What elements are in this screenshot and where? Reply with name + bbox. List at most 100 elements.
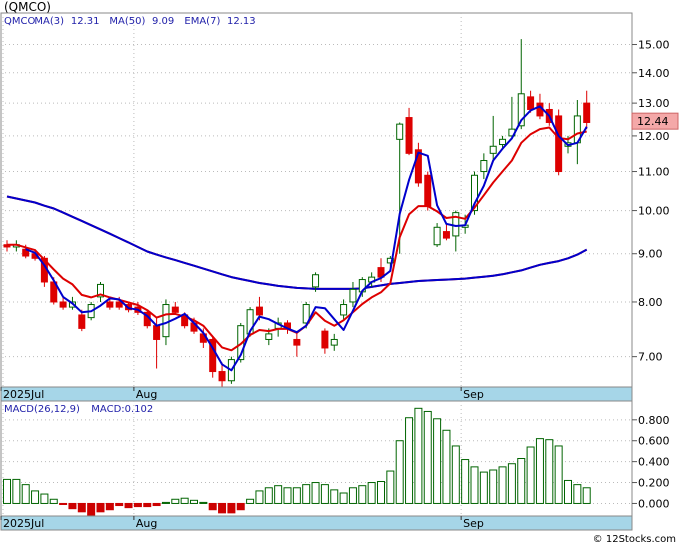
price-legend: QMCO MA(3) 12.31 MA(50) 9.09 EMA(7) 12.13 [4,16,256,27]
macd-bar [255,490,264,504]
candle [97,281,104,302]
candle-body [414,149,422,184]
price-tag: 12.44 [631,112,679,130]
macd-bar [115,502,124,507]
macd-bar [377,481,385,504]
legend-value: 12.13 [227,16,256,27]
candle-body [452,212,460,237]
macd-bar [451,445,460,504]
macd-bar [367,482,376,504]
price-y-axis: 7.00 8.00 9.00 10.00 11.00 12.00 13.00 14.00 15.… [632,39,670,364]
candle [312,272,320,292]
date-tick-label: 2025Jul [3,517,44,530]
macd-bar [498,466,507,504]
candle-body [517,93,525,127]
price-tick-label: 12.00 [638,130,670,143]
macd-bar [311,482,320,504]
macd-bar [77,502,86,513]
macd-bar [582,487,591,504]
candle-body [555,115,563,173]
macd-bar [21,484,30,504]
price-x-axis: 2025JulAugSepOct [0,387,484,401]
price-tick-label: 7.00 [638,351,663,364]
legend-label: QMCO [4,16,35,27]
candle-body [312,274,320,288]
candle-body [115,301,123,308]
candle-body [489,145,497,154]
macd-bar [180,497,189,504]
macd-bar [40,493,49,504]
candle-body [153,325,161,340]
candle [330,333,338,351]
candle [517,39,525,130]
macd-bar [124,502,133,509]
macd-bar [12,478,21,504]
candle [218,362,226,391]
macd-bar [461,459,470,504]
legend-label: MA(3) [34,16,64,27]
candle [209,336,217,378]
candle [555,109,563,176]
date-tick-label: Aug [136,388,157,401]
candle-body [162,304,170,338]
candle-body [321,330,329,349]
macd-bar [545,439,554,504]
macd-bar [68,502,77,510]
candle-body [396,123,404,140]
candle-body [433,226,441,246]
candle-body [480,160,488,173]
macd-bar [218,502,227,514]
macd-bar [554,445,563,504]
macd-legend-label: MACD:0.102 [91,404,153,415]
macd-bar [292,487,301,504]
legend-label: EMA(7) [184,16,220,27]
macd-legend: MACD(26,12,9) MACD:0.102 [4,404,153,415]
macd-tick-label: 0.000 [638,497,670,510]
candle-body [171,306,179,313]
macd-tick-label: 0.400 [638,456,670,469]
macd-bar [479,471,488,504]
macd-bar [133,502,142,508]
macd-bar [348,487,357,504]
candles [3,39,591,391]
credit-text: © 12Stocks.com [593,534,676,545]
macd-bar [564,479,572,504]
macd-bar [49,498,58,504]
macd-bar [152,502,161,507]
candle [442,223,450,241]
macd-bar [96,502,105,513]
macd-bar [386,470,395,504]
macd-bar [143,502,152,508]
price-tick-label: 15.00 [638,39,670,52]
date-tick-label: 2025Jul [3,388,44,401]
price-panel-frame [0,12,633,388]
macd-bar [171,498,180,504]
macd-bar [246,498,255,504]
macd-bar [274,485,283,504]
price-tick-label: 10.00 [638,205,670,218]
candle-body [237,325,245,361]
macd-bar [105,502,114,511]
candle [480,153,488,180]
candle [59,296,67,310]
macd-x-axis: 2025JulAugSepOct [0,516,484,530]
price-tag-box [631,112,679,130]
macd-bar [526,446,535,504]
macd-bar [302,484,311,504]
candle [414,142,422,187]
candle [396,122,404,254]
macd-bar [161,501,170,504]
candle-body [293,338,301,346]
candle-body [330,338,338,346]
candle [489,115,497,161]
candle-body [583,102,591,123]
price-tick-label: 13.00 [638,97,670,110]
chart-title: (QMCO) [4,0,51,14]
candle [340,299,348,321]
candle-body [106,301,114,308]
legend-value: 9.09 [152,16,174,27]
candle [583,90,591,130]
macd-bar [395,440,404,504]
